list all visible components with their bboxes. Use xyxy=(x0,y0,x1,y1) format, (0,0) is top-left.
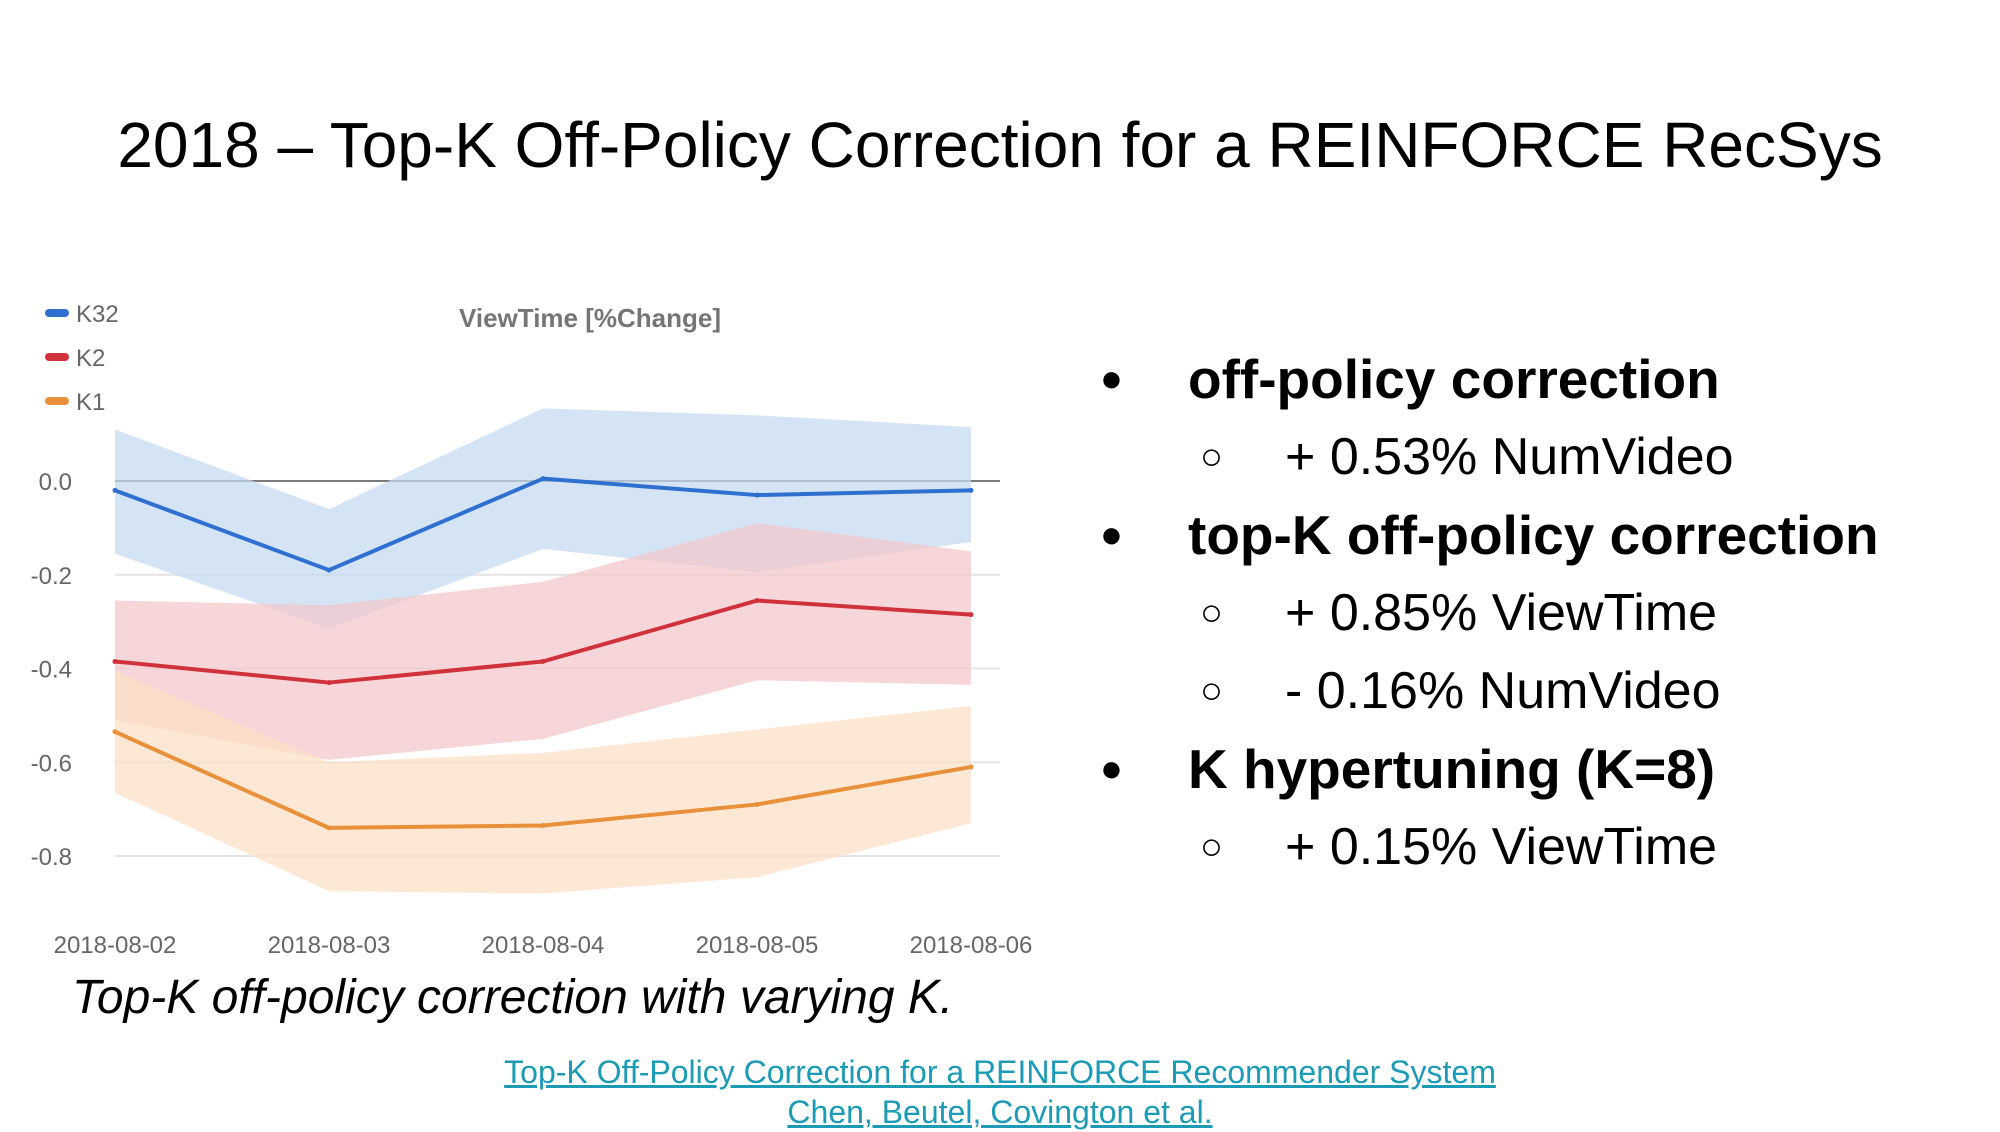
data-point-k1 xyxy=(540,823,546,829)
paper-link[interactable]: Top-K Off-Policy Correction for a REINFO… xyxy=(504,1054,1496,1090)
data-point-k1 xyxy=(326,825,332,831)
sub-bullet-text: + 0.85% ViewTime xyxy=(1285,584,1718,642)
y-tick-label: -0.8 xyxy=(31,844,72,871)
band-k2 xyxy=(115,523,971,760)
legend-swatch-k1 xyxy=(45,397,69,405)
chart-title: ViewTime [%Change] xyxy=(459,303,721,333)
sub-bullet-item: ○ + 0.15% ViewTime xyxy=(1100,808,1980,886)
bullet-item: ● top-K off-policy correction xyxy=(1100,496,1980,574)
y-tick-label: -0.4 xyxy=(31,657,72,684)
x-tick-label: 2018-08-02 xyxy=(54,932,177,959)
bullet-marker: ● xyxy=(1100,748,1123,790)
bullet-text: K hypertuning (K=8) xyxy=(1188,738,1716,800)
series-lines xyxy=(112,476,974,831)
sub-bullet-marker: ○ xyxy=(1200,592,1223,634)
sub-bullet-text: + 0.53% NumVideo xyxy=(1285,428,1734,486)
data-point-k32 xyxy=(540,476,546,482)
data-point-k2 xyxy=(968,612,974,618)
data-point-k32 xyxy=(968,487,974,493)
bullet-list: ● off-policy correction ○ + 0.53% NumVideo ●… xyxy=(1100,340,1980,886)
sub-bullet-text: - 0.16% NumVideo xyxy=(1285,662,1721,720)
slide-title: 2018 – Top-K Off-Policy Correction for a… xyxy=(117,109,1883,181)
data-point-k2 xyxy=(326,680,332,686)
sub-bullet-item: ○ + 0.53% NumVideo xyxy=(1100,418,1980,496)
data-point-k1 xyxy=(968,764,974,770)
x-tick-labels: 2018-08-02 2018-08-03 2018-08-04 2018-08-05… xyxy=(54,932,1033,959)
bullet-item: ● K hypertuning (K=8) xyxy=(1100,730,1980,808)
y-tick-label: -0.2 xyxy=(31,563,72,590)
authors-link[interactable]: Chen, Beutel, Covington et al. xyxy=(787,1094,1213,1130)
y-tick-label: 0.0 xyxy=(39,469,72,496)
sub-bullet-item: ○ + 0.85% ViewTime xyxy=(1100,574,1980,652)
sub-bullet-marker: ○ xyxy=(1200,826,1223,868)
x-tick-label: 2018-08-03 xyxy=(268,932,391,959)
band-k32 xyxy=(115,408,971,629)
bullet-marker: ● xyxy=(1100,358,1123,400)
bullet-item: ● off-policy correction xyxy=(1100,340,1980,418)
data-point-k2 xyxy=(754,598,760,604)
y-tick-label: -0.6 xyxy=(31,750,72,777)
data-point-k32 xyxy=(112,487,118,493)
chart-legend: K32 K2 K1 xyxy=(45,301,119,416)
data-point-k2 xyxy=(112,658,118,664)
chart-caption: Top-K off-policy correction with varying… xyxy=(72,971,954,1024)
legend-label: K32 xyxy=(76,301,119,328)
data-point-k2 xyxy=(540,658,546,664)
sub-bullet-marker: ○ xyxy=(1200,670,1223,712)
x-tick-label: 2018-08-04 xyxy=(482,932,605,959)
legend-label: K1 xyxy=(76,389,105,416)
sub-bullet-item: ○ - 0.16% NumVideo xyxy=(1100,652,1980,730)
bullet-text: off-policy correction xyxy=(1188,348,1720,410)
sub-bullet-text: + 0.15% ViewTime xyxy=(1285,818,1718,876)
bullet-marker: ● xyxy=(1100,514,1123,556)
x-tick-label: 2018-08-06 xyxy=(910,932,1033,959)
data-point-k32 xyxy=(754,492,760,498)
confidence-bands xyxy=(115,408,971,894)
data-point-k1 xyxy=(754,801,760,807)
data-point-k1 xyxy=(112,729,118,735)
viewtime-chart: 0.0 -0.2 -0.4 -0.6 -0.8 2018-08-02 2018-08-03… xyxy=(31,301,1033,959)
paper-reference: Top-K Off-Policy Correction for a REINFO… xyxy=(0,1052,2000,1132)
legend-swatch-k2 xyxy=(45,353,69,361)
bullet-text: top-K off-policy correction xyxy=(1188,504,1879,566)
sub-bullet-marker: ○ xyxy=(1200,436,1223,478)
legend-swatch-k32 xyxy=(45,309,69,317)
legend-label: K2 xyxy=(76,345,105,372)
data-point-k32 xyxy=(326,567,332,573)
y-tick-labels: 0.0 -0.2 -0.4 -0.6 -0.8 xyxy=(31,469,72,871)
band-k1 xyxy=(115,670,971,894)
x-tick-label: 2018-08-05 xyxy=(696,932,819,959)
